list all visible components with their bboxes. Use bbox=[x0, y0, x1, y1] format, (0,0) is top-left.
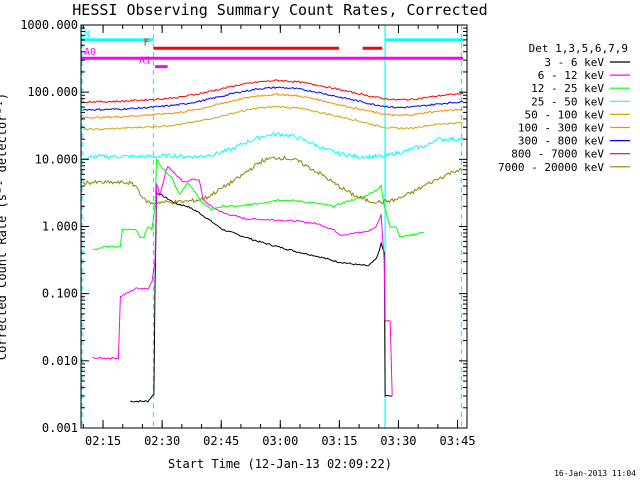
y-axis: 1000.000 100.000 10.000 1.000 0.100 0.010 0.00… bbox=[20, 18, 467, 435]
flag-and-event-lines bbox=[81, 25, 463, 428]
x-tick-label: 03:30 bbox=[380, 434, 416, 448]
legend-label: 25 - 50 keV bbox=[531, 95, 604, 108]
y-tick-label: 100.000 bbox=[27, 85, 78, 99]
y-tick-label: 10.000 bbox=[35, 152, 78, 166]
y-tick-label: 0.100 bbox=[42, 287, 78, 301]
x-axis: 02:15 02:30 02:45 03:00 03:15 03:30 03:45 bbox=[82, 25, 476, 448]
x-tick-label: 02:45 bbox=[203, 434, 239, 448]
flag-label: F bbox=[143, 37, 149, 48]
flags-layer: N F A0 A1 bbox=[81, 29, 464, 69]
series-line-1 bbox=[92, 165, 393, 397]
series-line-7 bbox=[82, 79, 464, 104]
series-line-5 bbox=[82, 93, 464, 119]
y-axis-label: Corrected Count Rate (s⁻¹ detector⁻¹) bbox=[0, 93, 9, 360]
y-tick-label: 0.001 bbox=[42, 421, 78, 435]
x-tick-label: 02:30 bbox=[144, 434, 180, 448]
series-line-2 bbox=[92, 158, 424, 251]
series-line-8 bbox=[82, 154, 464, 205]
plot-frame bbox=[80, 24, 468, 429]
flag-label: A0 bbox=[84, 47, 96, 58]
y-tick-label: 0.010 bbox=[42, 354, 78, 368]
legend-label: 50 - 100 keV bbox=[525, 108, 605, 121]
x-tick-label: 03:15 bbox=[321, 434, 357, 448]
legend-label: 800 - 7000 keV bbox=[511, 148, 604, 161]
legend-label: 300 - 800 keV bbox=[518, 135, 604, 148]
legend-title: Det 1,3,5,6,7,9 bbox=[529, 42, 628, 55]
series-layer bbox=[82, 79, 464, 403]
legend-label: 6 - 12 keV bbox=[538, 69, 605, 82]
flag-label: N bbox=[84, 29, 90, 40]
x-axis-label: Start Time (12-Jan-13 02:09:22) bbox=[168, 457, 392, 471]
flag-label: A1 bbox=[139, 56, 151, 67]
x-tick-label: 02:15 bbox=[85, 434, 121, 448]
timestamp-label: 16-Jan-2013 11:04 bbox=[554, 469, 636, 478]
legend-label: 100 - 300 keV bbox=[518, 122, 604, 135]
chart-title: HESSI Observing Summary Count Rates, Cor… bbox=[72, 1, 487, 19]
series-line-3 bbox=[82, 131, 464, 161]
series-line-6 bbox=[82, 86, 464, 111]
y-tick-label: 1.000 bbox=[42, 220, 78, 234]
legend-label: 12 - 25 keV bbox=[531, 82, 604, 95]
legend-label: 7000 - 20000 keV bbox=[498, 161, 604, 174]
y-tick-label: 1000.000 bbox=[20, 18, 78, 32]
series-line-0 bbox=[130, 191, 393, 403]
x-tick-label: 03:45 bbox=[439, 434, 475, 448]
legend-label: 3 - 6 keV bbox=[544, 56, 604, 69]
series-line-4 bbox=[82, 105, 464, 131]
x-tick-label: 03:00 bbox=[262, 434, 298, 448]
